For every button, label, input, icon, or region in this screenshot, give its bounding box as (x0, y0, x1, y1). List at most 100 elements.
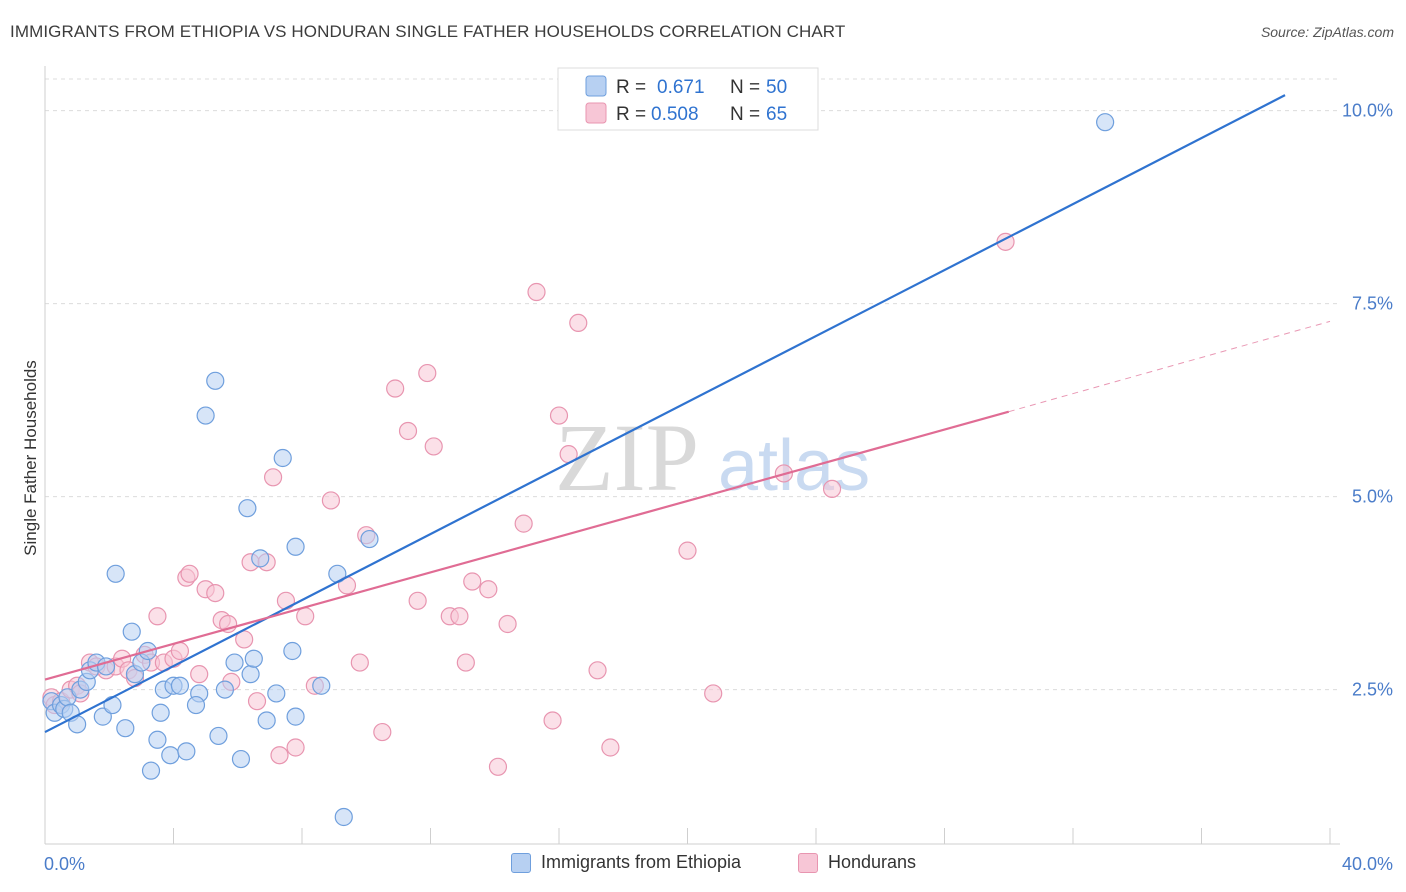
honduran-point (286, 738, 305, 757)
ethiopia-point (141, 761, 161, 780)
ethiopia-point (283, 641, 302, 661)
honduran-point (321, 491, 341, 510)
y-tick-label: 2.5% (1352, 680, 1393, 700)
source-label: Source: ZipAtlas.com (1260, 24, 1394, 40)
ethiopia-point (103, 695, 122, 715)
ethiopia-point (215, 680, 234, 699)
honduran-point (270, 746, 289, 765)
legend-label-hondurans: Hondurans (828, 852, 917, 872)
legend-n-label: N = (730, 77, 765, 98)
ethiopia-point (360, 529, 379, 549)
ethiopia-point (116, 719, 135, 738)
ethiopia-point (196, 406, 215, 425)
ethiopia-point (334, 807, 353, 827)
ethiopia-point (238, 499, 257, 518)
legend-n-value: 65 (766, 104, 787, 125)
honduran-point (408, 591, 427, 610)
ethiopia-point (186, 695, 206, 715)
x-tick-label: 40.0% (1342, 854, 1393, 874)
honduran-point (398, 421, 418, 441)
honduran-point (148, 607, 167, 626)
honduran-point (206, 583, 225, 603)
honduran-point (180, 564, 199, 583)
legend-swatch-ethiopia (511, 852, 531, 873)
ethiopia-point (148, 730, 167, 749)
ethiopia-point (273, 448, 292, 468)
ethiopia-point (122, 622, 141, 641)
legend-swatch-pink (585, 102, 607, 124)
ethiopia-point (257, 711, 276, 730)
honduran-point (601, 738, 620, 757)
ethiopia-point (286, 537, 305, 556)
legend-swatch-hondurans (798, 852, 818, 873)
hondurans-trend-line (44, 410, 1010, 681)
y-tick-label: 10.0% (1342, 101, 1393, 121)
honduran-point (386, 379, 405, 398)
honduran-point (678, 541, 697, 560)
ethiopia-point (231, 749, 251, 769)
honduran-point (463, 572, 482, 591)
honduran-point (296, 607, 315, 626)
honduran-point (418, 363, 437, 383)
y-tick-label: 7.5% (1352, 294, 1393, 314)
ethiopia-point (209, 726, 228, 746)
ethiopia-point (161, 746, 180, 765)
ethiopia-point (151, 703, 170, 722)
ethiopia-points (42, 113, 1115, 827)
x-tick-label: 0.0% (44, 854, 85, 874)
honduran-point (276, 591, 296, 610)
legend-label-ethiopia: Immigrants from Ethiopia (541, 852, 742, 872)
axes (44, 66, 1340, 845)
ethiopia-point (170, 676, 190, 695)
legend-item-ethiopia[interactable]: Immigrants from Ethiopia (511, 852, 741, 873)
y-tick-label: 5.0% (1352, 487, 1393, 507)
honduran-point (588, 661, 607, 680)
honduran-point (479, 580, 498, 599)
honduran-point (373, 722, 392, 742)
honduran-point (190, 665, 209, 684)
honduran-point (549, 406, 569, 425)
legend-n-value: 50 (766, 77, 787, 98)
honduran-point (263, 468, 283, 487)
tick-labels: 2.5% 5.0% 7.5% 10.0% 0.0% 40.0% (44, 101, 1393, 874)
honduran-point (527, 282, 546, 302)
ethiopia-point (244, 649, 263, 668)
legend-swatch-blue (585, 75, 607, 97)
honduran-point (488, 757, 508, 776)
watermark-atlas: atlas (718, 426, 870, 506)
honduran-point (450, 607, 469, 626)
ethiopia-point (267, 684, 286, 703)
chart-title: IMMIGRANTS FROM ETHIOPIA VS HONDURAN SIN… (10, 22, 846, 41)
hondurans-trend-extension (1008, 320, 1331, 413)
ethiopia-point (286, 707, 305, 726)
legend-r-value: 0.508 (651, 104, 699, 125)
legend-item-hondurans[interactable]: Hondurans (798, 852, 916, 873)
honduran-point (170, 641, 190, 661)
gridlines (45, 78, 1340, 691)
legend-r-value: 0.671 (657, 77, 705, 98)
ethiopia-point (241, 665, 260, 684)
ethiopia-point (206, 371, 225, 390)
ethiopia-point (177, 742, 196, 761)
honduran-point (247, 692, 267, 711)
trend-lines (44, 94, 1331, 734)
ethiopia-point (106, 564, 125, 583)
ethiopia-point (312, 676, 331, 695)
y-axis-label: Single Father Households (21, 360, 40, 556)
legend-r-label: R = (616, 77, 651, 98)
honduran-point (350, 653, 369, 672)
honduran-point (822, 479, 842, 498)
legend-r-label: R = (616, 104, 651, 125)
honduran-point (498, 614, 517, 634)
ethiopia-point (225, 653, 244, 672)
ethiopia-point (251, 549, 270, 568)
honduran-point (424, 437, 443, 456)
legend-n-label: N = (730, 104, 765, 125)
stats-legend: R = 0.671 N = 50 R = 0.508 N = 65 (557, 67, 819, 131)
series-legend: Immigrants from Ethiopia Hondurans (0, 852, 1406, 878)
honduran-point (543, 711, 562, 730)
honduran-point (704, 684, 723, 703)
honduran-point (569, 313, 588, 332)
ethiopia-point (1096, 113, 1115, 132)
